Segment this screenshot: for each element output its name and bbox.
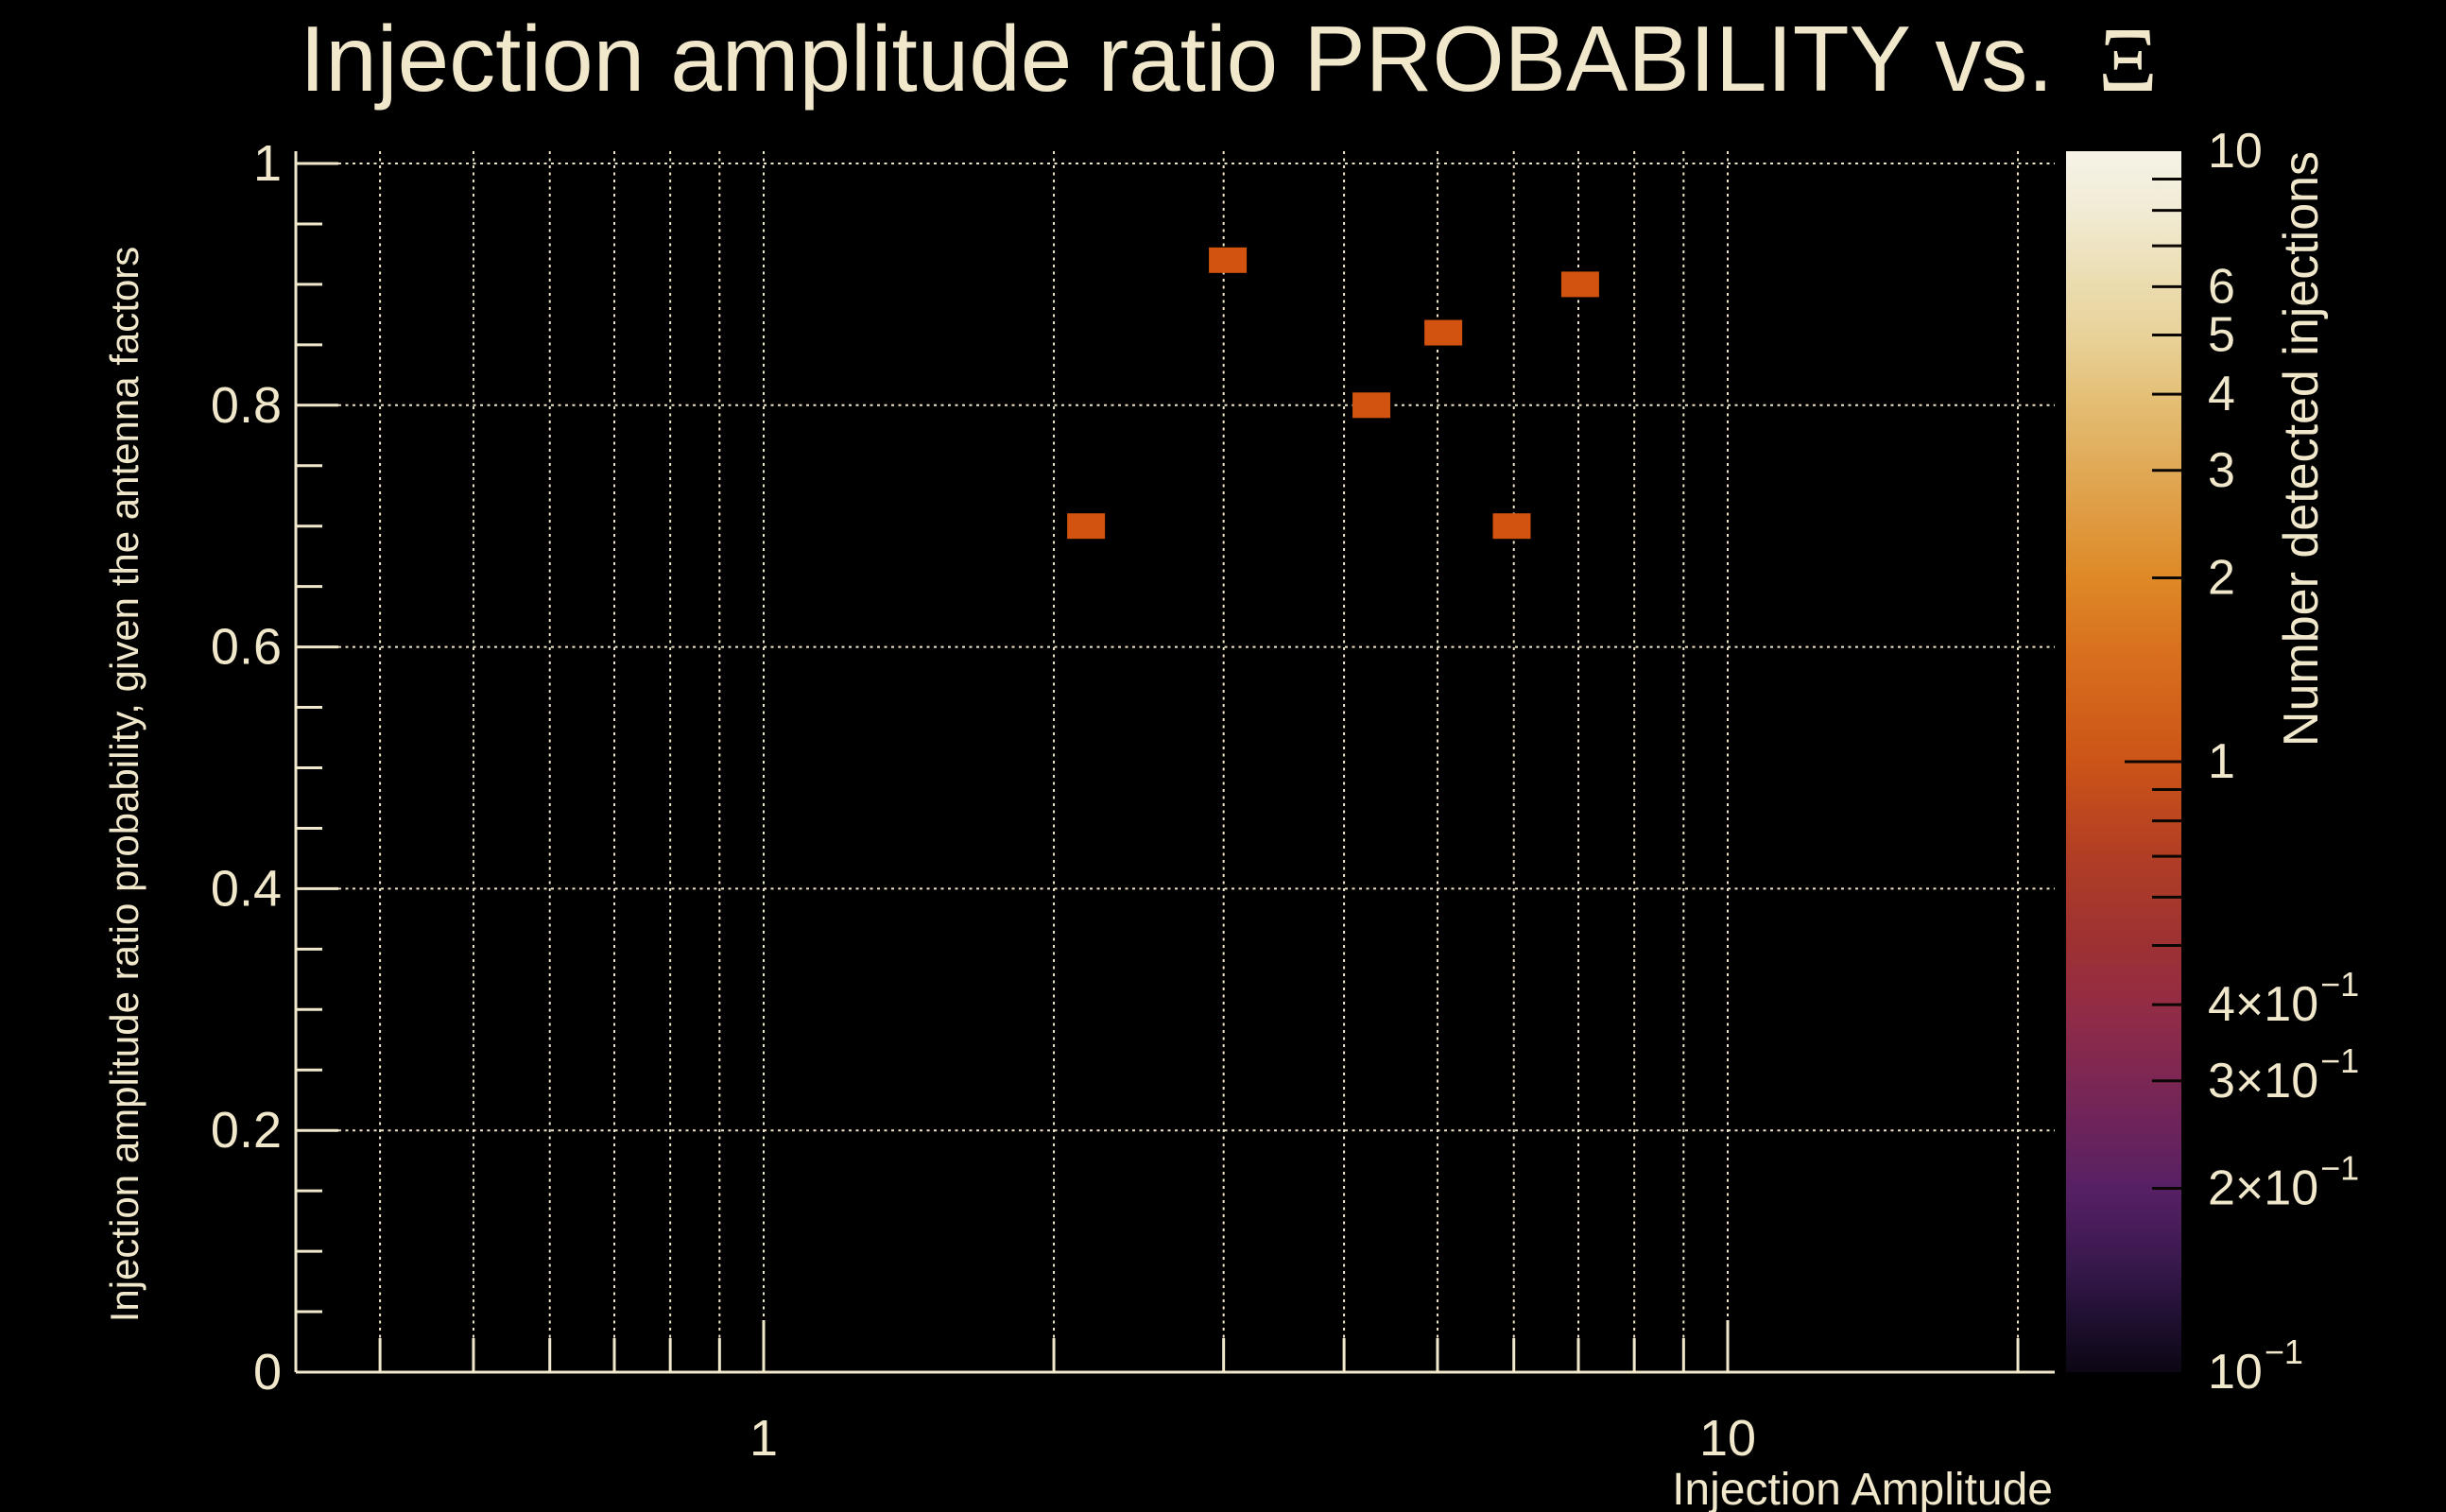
axis-ticks [296,162,2020,1374]
x-tick-label-10: 10 [1699,1410,1756,1467]
colorbar-label-5: 5 [2208,307,2235,362]
data-point-5 [1560,271,1599,298]
colorbar-label-6: 6 [2208,259,2235,314]
colorbar-label-0.2: 2×10−1 [2208,1148,2359,1216]
colorbar-label-10: 10 [2208,124,2263,179]
data-point-3 [1424,319,1463,346]
data-point-0 [1067,513,1106,540]
colorbar-title: Number detected injections [2274,151,2329,747]
data-points [1067,247,1599,540]
x-tick-label-1: 1 [749,1410,778,1467]
colorbar-label-4: 4 [2208,367,2235,421]
y-tick-label-0.2: 0.2 [211,1102,282,1159]
data-point-4 [1492,513,1531,540]
y-tick-label-0.6: 0.6 [211,619,282,676]
colorbar-label-exponent: −1 [2320,1148,2359,1187]
y-tick-label-0: 0 [253,1344,282,1400]
chart-title-symbol: Ξ [2098,9,2158,112]
y-tick-label-1: 1 [253,135,282,192]
data-point-1 [1209,247,1248,273]
colorbar-ticks [2125,178,2181,1191]
colorbar-label-exponent: −1 [2265,1332,2303,1371]
axes [294,151,2055,1374]
colorbar-label-0.1: 10−1 [2208,1332,2303,1400]
gridlines [296,151,2055,1373]
colorbar-label-3: 3 [2208,443,2235,498]
colorbar-label-1: 1 [2208,734,2235,789]
x-axis-title: Injection Amplitude [1672,1465,2053,1512]
chart-title: Injection amplitude ratio PROBABILITY vs… [300,7,2158,112]
colorbar-label-exponent: −1 [2320,1040,2359,1079]
data-point-2 [1352,392,1391,419]
y-axis-title: Injection amplitude ratio probability, g… [102,247,146,1323]
colorbar-label-2: 2 [2208,551,2235,606]
y-tick-label-0.4: 0.4 [211,860,282,917]
y-tick-label-0.8: 0.8 [211,377,282,434]
colorbar-label-exponent: −1 [2320,965,2359,1004]
colorbar-label-0.4: 4×10−1 [2208,965,2359,1033]
colorbar-label-0.3: 3×10−1 [2208,1040,2359,1108]
